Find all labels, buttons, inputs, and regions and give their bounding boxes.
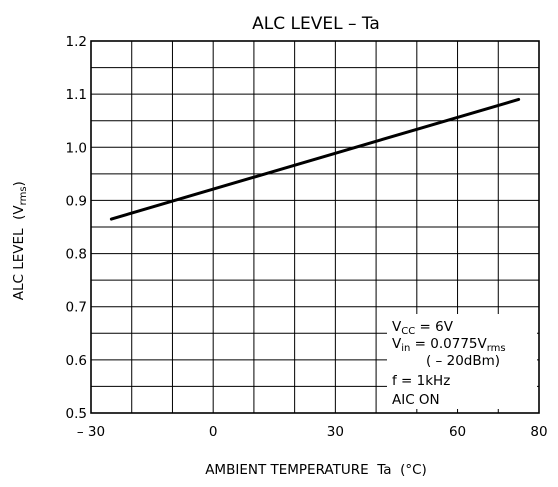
series-line <box>109 97 521 221</box>
x-tick-label: – 30 <box>77 424 105 440</box>
y-tick-label: 0.8 <box>66 247 87 263</box>
series-layer <box>109 97 521 221</box>
y-tick-label: 0.6 <box>66 353 87 369</box>
x-axis-label: AMBIENT TEMPERATURE Ta (°C) <box>205 462 427 478</box>
x-tick-label: 0 <box>209 424 218 440</box>
y-axis-label: ALC LEVEL (Vrms) <box>11 168 29 321</box>
y-tick-label: 1.0 <box>66 140 87 156</box>
condition-frequency: f = 1kHz <box>392 373 450 389</box>
x-tick-label: 30 <box>327 424 344 440</box>
y-tick-label: 1.1 <box>66 87 87 103</box>
conditions-box <box>387 314 537 409</box>
x-tick-label: 80 <box>530 424 547 440</box>
y-tick-labels: 0.5 0.6 0.7 0.8 0.9 1.0 1.1 1.2 <box>66 34 87 422</box>
y-tick-label: 0.5 <box>66 406 87 422</box>
y-tick-label: 1.2 <box>66 34 87 50</box>
condition-dbm: ( – 20dBm) <box>426 353 500 369</box>
y-tick-label: 0.7 <box>66 300 87 316</box>
condition-aic: AIC ON <box>392 392 440 408</box>
chart-title: ALC LEVEL – Ta <box>252 14 380 34</box>
plot-frame <box>90 40 540 414</box>
x-tick-label: 60 <box>449 424 466 440</box>
condition-vcc: VCC = 6V <box>392 319 454 337</box>
y-tick-label: 0.9 <box>66 193 87 209</box>
x-tick-labels: – 30 0 30 60 80 <box>77 424 548 440</box>
condition-vin: Vin = 0.0775Vrms <box>392 336 506 354</box>
